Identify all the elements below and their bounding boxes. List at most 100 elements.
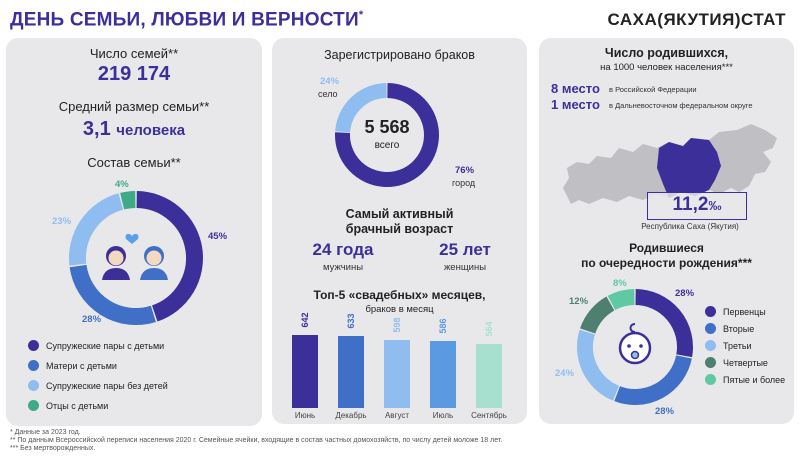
- legend-label: Супружеские пары с детьми: [46, 340, 165, 351]
- births-title-1: Число родившихся,: [604, 46, 729, 60]
- title-footnote-mark: *: [358, 9, 364, 21]
- legend-item: Вторые: [705, 323, 754, 334]
- order-pct-3: 12%: [569, 296, 589, 307]
- legend-label: Первенцы: [723, 306, 766, 317]
- month-bar-value: 598: [392, 317, 402, 333]
- order-pct-1: 28%: [655, 406, 675, 417]
- family-composition-donut: [69, 191, 203, 325]
- families-panel: Число семей** 219 174 Средний размер сем…: [6, 38, 262, 426]
- men-age: 24 года: [312, 240, 374, 259]
- urban-label: город: [452, 178, 476, 188]
- women-age: 25 лет: [439, 240, 491, 259]
- wedding-months-title-1: Топ-5 «свадебных» месяцев,: [313, 288, 486, 302]
- birth-order-slice-2: [577, 329, 620, 401]
- births-title-2: на 1000 человек населения***: [600, 62, 733, 73]
- composition-slice-2: [69, 193, 124, 266]
- month-bar-label: Июль: [432, 411, 454, 420]
- month-bar: [292, 334, 318, 408]
- family-count-value: 219 174: [97, 63, 171, 85]
- avg-family-size-label: Средний размер семьи**: [58, 99, 210, 114]
- marriages-donut: [335, 83, 439, 187]
- order-pct-0: 28%: [675, 288, 695, 299]
- russia-map: [563, 124, 777, 204]
- marriages-slice-0: [335, 83, 439, 187]
- month-bar: [338, 335, 364, 408]
- births-panel: Число родившихся, на 1000 человек населе…: [539, 38, 794, 424]
- birth-rate-unit: ‰: [708, 198, 722, 213]
- legend-swatch: [705, 357, 716, 368]
- birth-order-title-1: Родившиеся: [629, 241, 704, 255]
- month-bar-value: 642: [300, 312, 310, 328]
- marriages-total-sub: всего: [374, 140, 400, 151]
- legend-label: Четвертые: [723, 357, 768, 368]
- legend-item: Матери с детьми: [28, 360, 117, 371]
- family-icon: [102, 233, 168, 280]
- composition-pct-3: 4%: [115, 179, 129, 190]
- avg-family-size-value: 3,1 человека: [6, 118, 262, 141]
- marriage-age-title-2: брачный возраст: [345, 222, 454, 236]
- legend-label: Вторые: [723, 323, 755, 334]
- legend-item: Четвертые: [705, 357, 768, 368]
- legend-swatch: [28, 340, 39, 351]
- legend-label: Пятые и более: [723, 374, 786, 385]
- legend-item: Супружеские пары без детей: [28, 380, 168, 391]
- legend-swatch: [705, 374, 716, 385]
- composition-pct-0: 45%: [208, 231, 228, 242]
- month-bar-label: Август: [384, 411, 410, 420]
- birth-order-donut: [577, 289, 693, 405]
- month-bar-value: 633: [346, 313, 356, 329]
- birth-order-slice-4: [607, 289, 635, 311]
- composition-pct-1: 28%: [82, 314, 102, 325]
- marriages-slice-1: [335, 83, 388, 133]
- month-bar: [476, 343, 502, 408]
- footnote-3: *** Без мертворожденных.: [10, 445, 96, 452]
- legend-swatch: [705, 340, 716, 351]
- birth-order-slice-0: [635, 289, 693, 358]
- wedding-months-chart: 642 Июнь 633 Декабрь 598 Август 586 Июль 564 Сент…: [272, 312, 527, 424]
- legend-label: Супружеские пары без детей: [46, 380, 168, 391]
- birth-order-slice-3: [580, 296, 615, 334]
- wedding-months-title-2: браков в месяц: [365, 304, 434, 315]
- legend-swatch: [28, 360, 39, 371]
- rural-pct: 24%: [320, 76, 340, 87]
- footnote-1: * Данные за 2023 год.: [10, 429, 81, 436]
- order-pct-4: 8%: [613, 278, 627, 289]
- rank-fefd: 1 место: [551, 97, 600, 112]
- composition-label: Состав семьи**: [87, 155, 181, 170]
- avg-size-unit: человека: [116, 122, 186, 139]
- birth-order-slice-1: [614, 354, 692, 405]
- region-label: Республика Саха (Якутия): [641, 222, 739, 231]
- month-bar-label: Сентябрь: [471, 411, 507, 420]
- composition-pct-2: 23%: [52, 216, 72, 227]
- brand-logo: САХА(ЯКУТИЯ)СТАТ: [607, 10, 786, 29]
- page-title: ДЕНЬ СЕМЬИ, ЛЮБВИ И ВЕРНОСТИ*: [10, 9, 363, 31]
- legend-item: Третьи: [705, 340, 752, 351]
- marriages-registered-label: Зарегистрировано браков: [324, 48, 475, 62]
- month-bar: [384, 339, 410, 408]
- marriage-age-title-1: Самый активный: [345, 207, 454, 221]
- legend-swatch: [28, 400, 39, 411]
- legend-swatch: [705, 323, 716, 334]
- legend-label: Отцы с детьми: [46, 400, 109, 411]
- legend-label: Третьи: [723, 340, 752, 351]
- rank-fefd-text: в Дальневосточном федеральном округе: [609, 101, 753, 110]
- marriages-total: 5 568: [364, 117, 410, 137]
- birth-order-title-2: по очередности рождения***: [581, 256, 752, 270]
- women-label: женщины: [443, 262, 487, 273]
- urban-pct: 76%: [455, 165, 475, 176]
- composition-slice-1: [69, 264, 156, 325]
- composition-slice-3: [120, 191, 136, 210]
- rural-label: село: [318, 89, 338, 99]
- month-bar-label: Декабрь: [335, 411, 367, 420]
- legend-swatch: [705, 306, 716, 317]
- rate-callout-box: [647, 192, 747, 220]
- birth-rate-value: 11,2‰: [647, 194, 747, 216]
- month-bar-value: 564: [484, 321, 494, 337]
- legend-label: Матери с детьми: [46, 360, 117, 371]
- men-label: мужчины: [322, 262, 364, 273]
- baby-icon: [618, 323, 652, 365]
- rank-russia-text: в Российской Федерации: [609, 85, 697, 94]
- month-bar: [430, 341, 456, 408]
- legend-swatch: [28, 380, 39, 391]
- month-bar-value: 586: [438, 318, 448, 334]
